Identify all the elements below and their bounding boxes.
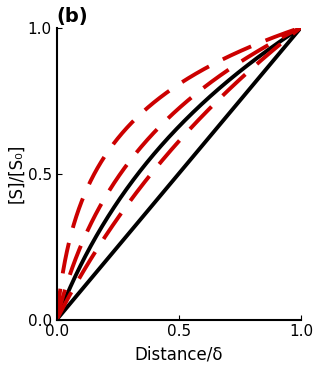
X-axis label: Distance/δ: Distance/δ	[135, 345, 223, 363]
Text: (b): (b)	[57, 7, 88, 26]
Y-axis label: [S]/[S₀]: [S]/[S₀]	[7, 144, 25, 203]
